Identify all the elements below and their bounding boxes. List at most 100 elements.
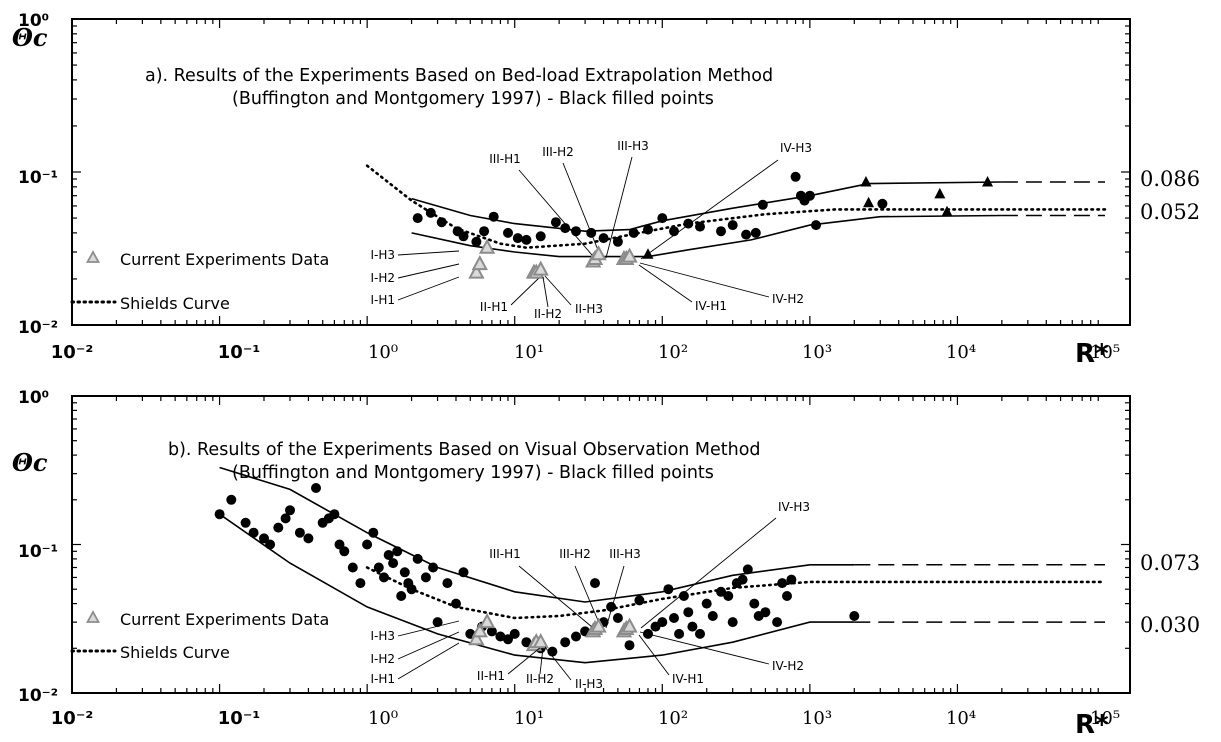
x-axis-label: R* bbox=[1075, 710, 1109, 740]
black-data-point bbox=[877, 198, 888, 209]
black-data-point bbox=[663, 584, 674, 595]
point-label: II-H2 bbox=[534, 307, 562, 321]
shields-curve bbox=[365, 164, 1107, 250]
legend: Current Experiments Data Shields Curve bbox=[70, 610, 329, 662]
black-data-point bbox=[521, 637, 532, 648]
black-data-point bbox=[550, 217, 561, 228]
point-label: IV-H1 bbox=[695, 299, 727, 313]
black-data-point bbox=[606, 601, 617, 612]
black-data-point bbox=[687, 621, 698, 632]
y-tick-label: 10⁻² bbox=[18, 686, 58, 706]
current-experiment-point bbox=[468, 630, 485, 646]
black-data-point bbox=[598, 233, 609, 244]
point-label: IV-H1 bbox=[672, 672, 704, 686]
black-data-point bbox=[259, 533, 269, 544]
black-data-point bbox=[695, 221, 705, 232]
label-leader-line bbox=[638, 264, 693, 303]
legend-current-label: Current Experiments Data bbox=[120, 250, 329, 269]
black-data-point bbox=[347, 562, 358, 573]
x-tick-label: 10³ bbox=[802, 342, 832, 363]
black-data-point bbox=[804, 190, 815, 201]
black-data-point bbox=[628, 227, 639, 238]
point-label: I-H2 bbox=[370, 271, 395, 285]
x-tick-label: 10¹ bbox=[514, 342, 544, 363]
y-axis-label: Θc bbox=[12, 23, 48, 52]
x-tick-label: 10⁻² bbox=[51, 342, 93, 363]
current-experiment-point bbox=[532, 633, 549, 649]
point-label: I-H2 bbox=[370, 652, 395, 666]
upper-envelope-line bbox=[411, 181, 1002, 233]
label-leader-line bbox=[640, 159, 779, 260]
label-leader-line bbox=[640, 517, 777, 629]
black-data-point bbox=[436, 217, 447, 228]
x-tick-label: 10² bbox=[658, 708, 688, 729]
black-data-point bbox=[383, 550, 394, 560]
lower-envelope-line bbox=[219, 513, 855, 664]
current-experiment-point bbox=[590, 245, 607, 261]
black-data-point bbox=[560, 637, 571, 648]
label-leader-line bbox=[397, 620, 460, 637]
black-data-point bbox=[741, 229, 752, 240]
black-data-point bbox=[612, 236, 623, 247]
black-data-point bbox=[521, 234, 532, 245]
label-leader-line bbox=[544, 275, 572, 306]
black-data-point bbox=[772, 617, 783, 628]
black-data-point bbox=[488, 211, 499, 222]
x-axis-label: R* bbox=[1075, 339, 1109, 369]
right-value-lower: 0.052 bbox=[1140, 200, 1200, 224]
point-label: IV-H3 bbox=[778, 500, 810, 514]
black-data-point bbox=[727, 220, 738, 231]
current-experiment-point bbox=[532, 260, 549, 276]
label-leader-line bbox=[605, 565, 625, 629]
current-experiment-point bbox=[478, 613, 496, 629]
point-label: III-H2 bbox=[542, 145, 574, 159]
point-label: II-H1 bbox=[477, 669, 505, 683]
axis-ticks bbox=[71, 396, 1130, 694]
black-data-point bbox=[571, 631, 581, 642]
point-label: II-H1 bbox=[480, 300, 508, 314]
black-data-point bbox=[512, 233, 523, 244]
black-data-point bbox=[716, 226, 726, 237]
right-value-lower: 0.030 bbox=[1140, 613, 1200, 637]
black-data-point bbox=[757, 199, 768, 210]
label-leader-line bbox=[562, 162, 603, 261]
black-data-point bbox=[678, 591, 689, 601]
upper-envelope-line bbox=[219, 466, 855, 603]
black-data-point bbox=[777, 578, 788, 589]
black-data-point bbox=[471, 236, 482, 247]
label-leader-line bbox=[518, 565, 599, 633]
label-leader-line bbox=[397, 263, 460, 279]
label-leader-line bbox=[605, 156, 633, 259]
black-data-point bbox=[674, 628, 685, 639]
black-data-point bbox=[495, 631, 506, 642]
black-data-point bbox=[695, 628, 705, 639]
black-data-point bbox=[226, 494, 237, 505]
black-data-point bbox=[265, 539, 276, 550]
black-data-point bbox=[503, 227, 513, 238]
label-leader-line bbox=[574, 565, 603, 631]
point-label: I-H1 bbox=[370, 293, 395, 307]
point-label: I-H1 bbox=[370, 672, 395, 686]
black-data-point bbox=[643, 224, 653, 235]
black-data-point bbox=[790, 171, 801, 182]
black-data-point bbox=[373, 562, 384, 573]
current-experiment-point bbox=[471, 255, 488, 271]
point-label: III-H3 bbox=[609, 547, 641, 561]
point-label: III-H3 bbox=[617, 139, 649, 153]
chart-subtitle: (Buffington and Montgomery 1997) - Black… bbox=[232, 463, 714, 483]
current-experiment-point bbox=[621, 247, 638, 263]
black-data-point bbox=[285, 505, 295, 516]
black-triangle-point bbox=[982, 176, 994, 187]
current-experiment-point bbox=[471, 622, 488, 638]
x-tick-label: 10⁴ bbox=[946, 342, 976, 363]
black-data-point bbox=[723, 591, 734, 601]
black-data-point bbox=[849, 611, 860, 621]
x-tick-label: 10⁻² bbox=[51, 708, 93, 729]
x-tick-label: 10¹ bbox=[514, 708, 544, 729]
black-data-point bbox=[388, 558, 399, 569]
black-data-point bbox=[311, 483, 321, 493]
point-label: I-H3 bbox=[370, 248, 395, 262]
black-data-point bbox=[560, 223, 571, 234]
legend-triangle-marker bbox=[85, 610, 101, 623]
